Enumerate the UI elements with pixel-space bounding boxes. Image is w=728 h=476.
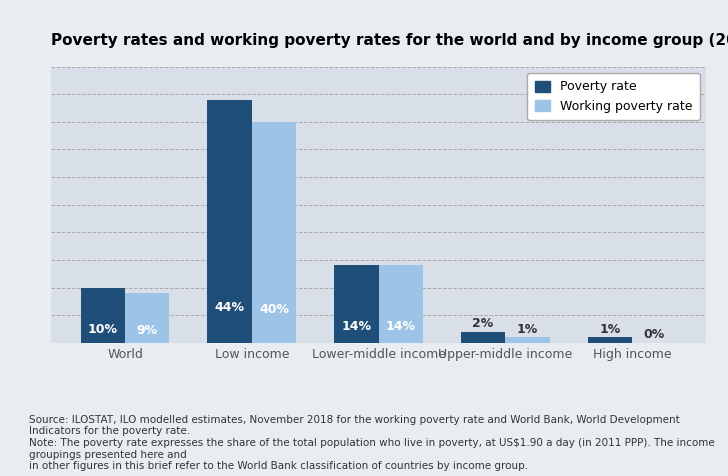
Bar [461, 332, 505, 343]
Bar [379, 266, 423, 343]
Bar [125, 293, 170, 343]
Bar [587, 337, 632, 343]
Bar [505, 337, 550, 343]
Text: 2%: 2% [472, 317, 494, 330]
Text: 10%: 10% [88, 323, 118, 336]
Text: 9%: 9% [137, 324, 158, 337]
Bar [334, 266, 379, 343]
Legend: Poverty rate, Working poverty rate: Poverty rate, Working poverty rate [527, 73, 700, 120]
Bar [81, 288, 125, 343]
Text: 1%: 1% [599, 323, 620, 336]
Bar [252, 122, 296, 343]
Text: 44%: 44% [215, 300, 245, 314]
Text: 1%: 1% [517, 323, 538, 336]
Text: 40%: 40% [259, 303, 289, 316]
Text: 14%: 14% [386, 320, 416, 334]
Bar [207, 100, 252, 343]
Text: 0%: 0% [644, 328, 665, 341]
Text: Poverty rates and working poverty rates for the world and by income group (2015): Poverty rates and working poverty rates … [51, 32, 728, 48]
Text: 14%: 14% [341, 320, 371, 334]
Text: Source: ILOSTAT, ILO modelled estimates, November 2018 for the working poverty r: Source: ILOSTAT, ILO modelled estimates,… [29, 415, 715, 471]
